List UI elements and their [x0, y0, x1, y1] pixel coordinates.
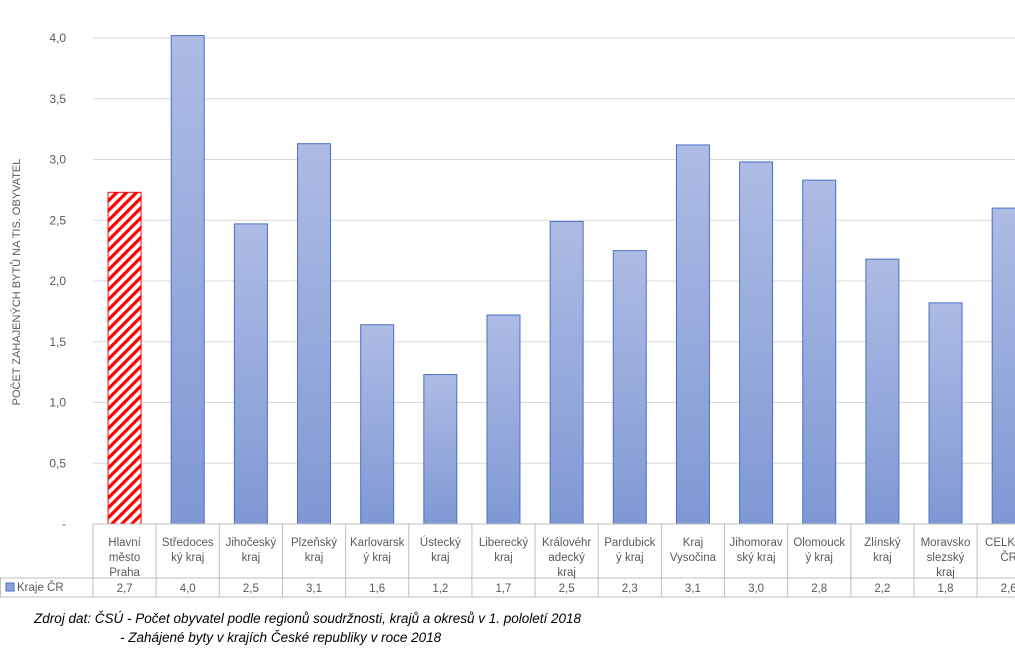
value-label: 1,2 — [432, 583, 448, 595]
y-tick-label: - — [62, 517, 66, 531]
value-label: 3,1 — [685, 583, 701, 595]
bar — [360, 324, 395, 525]
category-label: Pardubick — [604, 537, 655, 549]
bar — [991, 207, 1015, 525]
category-label: kraj — [242, 552, 261, 564]
value-label: 4,0 — [180, 583, 196, 595]
bar — [865, 258, 900, 525]
source-line-2: - Zahájené byty v krajích České republik… — [120, 630, 442, 645]
y-tick-label: 3,5 — [49, 92, 66, 106]
y-tick-label: 4,0 — [49, 31, 66, 45]
value-label: 2,2 — [874, 583, 890, 595]
bar — [928, 302, 963, 525]
bar — [675, 144, 710, 525]
category-label: Karlovarsk — [350, 537, 405, 549]
source-line-1: Zdroj dat: ČSÚ - Počet obyvatel podle re… — [34, 611, 582, 626]
category-label: kraj — [936, 567, 955, 579]
bars — [107, 35, 1015, 525]
value-label: 2,3 — [622, 583, 638, 595]
y-tick-label: 2,0 — [49, 274, 66, 288]
value-label: 2,7 — [117, 583, 133, 595]
category-label: Středoces — [162, 537, 214, 549]
category-label: Moravsko — [921, 537, 971, 549]
category-label: Liberecký — [479, 537, 528, 549]
value-label: 2,5 — [559, 583, 575, 595]
category-label: slezský — [927, 552, 965, 564]
category-label: Praha — [109, 567, 140, 579]
value-label: 3,0 — [748, 583, 764, 595]
bar — [486, 314, 521, 525]
category-label: ký kraj — [171, 552, 204, 564]
category-label: kraj — [557, 567, 576, 579]
bar — [170, 35, 205, 525]
category-label: adecký — [548, 552, 585, 564]
y-tick-label: 0,5 — [49, 456, 66, 470]
bar — [233, 223, 268, 525]
bar — [802, 179, 837, 525]
value-label: 2,6 — [1001, 583, 1015, 595]
category-label: Jihočeský — [226, 537, 277, 549]
legend-label: Kraje ČR — [17, 581, 64, 594]
value-label: 2,8 — [811, 583, 827, 595]
category-label: Královéhr — [542, 537, 591, 549]
category-label: kraj — [431, 552, 450, 564]
y-tick-label: 1,5 — [49, 335, 66, 349]
category-label: město — [109, 552, 140, 564]
category-label: kraj — [873, 552, 892, 564]
y-axis-ticks: - 0,5 1,0 1,5 2,0 2,5 3,0 3,5 4,0 — [49, 31, 66, 531]
value-label: 1,6 — [369, 583, 385, 595]
category-label: ský kraj — [737, 552, 776, 564]
data-table: Kraje ČR Hlavní město Praha 2,7 Středoces ký k… — [0, 523, 1015, 598]
bar-chart: - 0,5 1,0 1,5 2,0 2,5 3,0 3,5 4,0 Kraje ČR Hlavní… — [0, 31, 1015, 598]
category-label: Plzeňský — [291, 537, 337, 549]
y-tick-label: 3,0 — [49, 153, 66, 167]
category-label: CELKEM — [985, 537, 1015, 549]
bar — [423, 374, 458, 525]
value-label: 2,5 — [243, 583, 259, 595]
y-tick-label: 1,0 — [49, 396, 66, 410]
category-label: Hlavní — [108, 537, 141, 549]
category-label: Kraj — [683, 537, 703, 549]
category-label: Zlínský — [864, 537, 901, 549]
y-tick-label: 2,5 — [49, 213, 66, 227]
category-label: Ústecký — [420, 536, 461, 549]
category-label: ý kraj — [616, 552, 643, 564]
category-label: kraj — [494, 552, 513, 564]
category-label: ý kraj — [805, 552, 832, 564]
value-label: 1,8 — [938, 583, 954, 595]
value-label: 1,7 — [495, 583, 511, 595]
bar — [549, 220, 584, 525]
category-label: Olomouck — [793, 537, 845, 549]
bar — [739, 161, 774, 525]
y-axis-label: POČET ZAHAJENÝCH BYTŮ NA TIS. OBYVATEL — [10, 159, 23, 406]
category-label: kraj — [305, 552, 324, 564]
value-label: 3,1 — [306, 583, 322, 595]
bar — [612, 250, 647, 525]
category-label: ČR — [1000, 551, 1015, 564]
bar — [297, 143, 332, 525]
category-label: Jihomorav — [730, 537, 783, 549]
bar — [107, 191, 142, 525]
legend-key — [5, 582, 15, 592]
category-label: ý kraj — [363, 552, 390, 564]
category-label: Vysočina — [670, 552, 717, 564]
